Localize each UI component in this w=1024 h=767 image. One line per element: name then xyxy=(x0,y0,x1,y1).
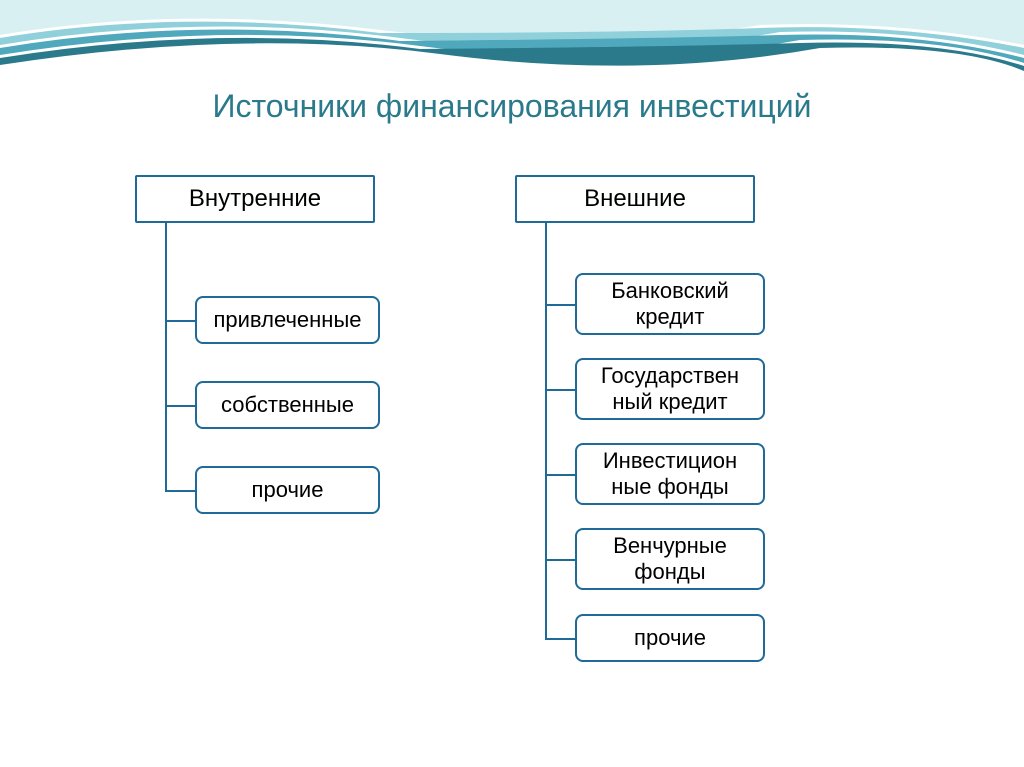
branch-child-box: Банковский кредит xyxy=(575,273,765,335)
branch-child-box: Государствен ный кредит xyxy=(575,358,765,420)
connector-line xyxy=(545,638,575,640)
branch-header-box: Внешние xyxy=(515,175,755,223)
connector-line xyxy=(545,304,575,306)
branch-child-box: прочие xyxy=(195,466,380,514)
connector-line xyxy=(545,223,547,638)
connector-line xyxy=(545,389,575,391)
branch-child-box: привлеченные xyxy=(195,296,380,344)
connector-line xyxy=(165,223,167,490)
branch-child-box: Инвестицион ные фонды xyxy=(575,443,765,505)
branch-child-box: собственные xyxy=(195,381,380,429)
org-tree-diagram: Внутренние привлеченные собственные прочие В… xyxy=(0,0,1024,767)
connector-line xyxy=(165,405,195,407)
branch-child-box: прочие xyxy=(575,614,765,662)
connector-line xyxy=(165,320,195,322)
branch-child-box: Венчурные фонды xyxy=(575,528,765,590)
connector-line xyxy=(545,559,575,561)
branch-header-box: Внутренние xyxy=(135,175,375,223)
connector-line xyxy=(165,490,195,492)
connector-line xyxy=(545,474,575,476)
